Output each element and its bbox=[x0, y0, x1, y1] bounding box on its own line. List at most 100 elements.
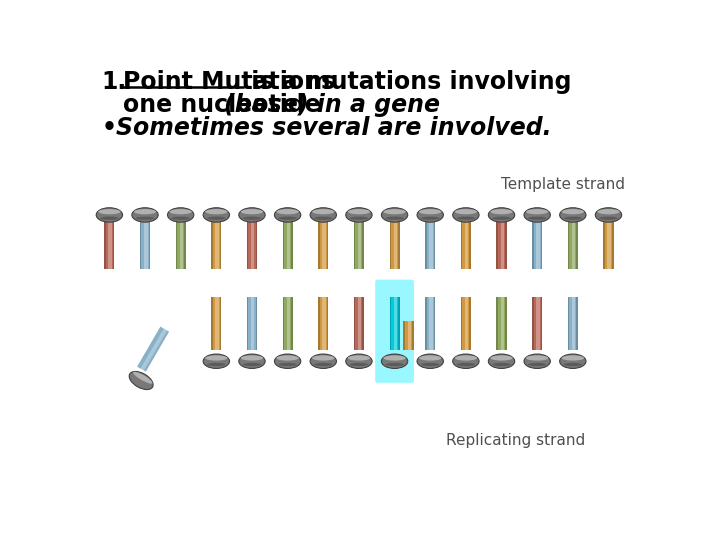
Bar bbox=[426, 217, 427, 269]
Bar bbox=[532, 217, 542, 269]
Bar bbox=[536, 217, 540, 269]
Ellipse shape bbox=[314, 217, 333, 220]
Bar bbox=[354, 298, 356, 350]
Ellipse shape bbox=[454, 355, 477, 361]
Text: Sometimes several are involved.: Sometimes several are involved. bbox=[116, 117, 552, 140]
Bar bbox=[220, 298, 221, 350]
Bar bbox=[469, 298, 471, 350]
Bar bbox=[140, 217, 150, 269]
Bar bbox=[318, 298, 328, 350]
Bar bbox=[327, 298, 328, 350]
Ellipse shape bbox=[382, 354, 408, 368]
Bar bbox=[215, 298, 219, 350]
Ellipse shape bbox=[203, 354, 230, 368]
Text: Replicating strand: Replicating strand bbox=[446, 433, 586, 448]
Bar bbox=[408, 321, 411, 350]
Ellipse shape bbox=[385, 217, 404, 220]
Bar bbox=[109, 217, 112, 269]
Ellipse shape bbox=[240, 355, 264, 361]
Ellipse shape bbox=[207, 363, 225, 366]
Bar bbox=[603, 217, 605, 269]
Bar bbox=[247, 298, 257, 350]
Bar bbox=[354, 217, 364, 269]
Ellipse shape bbox=[564, 363, 582, 366]
Ellipse shape bbox=[456, 217, 475, 220]
Ellipse shape bbox=[348, 355, 370, 361]
Bar bbox=[568, 298, 578, 350]
Ellipse shape bbox=[171, 217, 190, 220]
Bar bbox=[140, 328, 167, 370]
Bar bbox=[541, 298, 542, 350]
Ellipse shape bbox=[564, 217, 582, 220]
Ellipse shape bbox=[239, 208, 265, 222]
Bar bbox=[390, 298, 400, 350]
Ellipse shape bbox=[314, 363, 333, 366]
Ellipse shape bbox=[492, 217, 510, 220]
Bar bbox=[497, 298, 498, 350]
Ellipse shape bbox=[453, 354, 479, 368]
Bar bbox=[469, 217, 471, 269]
Bar bbox=[429, 217, 433, 269]
Ellipse shape bbox=[562, 355, 584, 361]
Bar bbox=[104, 217, 106, 269]
Bar bbox=[433, 298, 436, 350]
Bar bbox=[429, 298, 433, 350]
Ellipse shape bbox=[348, 209, 370, 214]
Ellipse shape bbox=[382, 208, 408, 222]
Ellipse shape bbox=[274, 208, 301, 222]
Bar bbox=[323, 298, 325, 350]
Ellipse shape bbox=[133, 372, 153, 384]
Ellipse shape bbox=[240, 209, 264, 214]
Bar bbox=[394, 298, 397, 350]
Ellipse shape bbox=[310, 208, 336, 222]
Bar bbox=[140, 217, 142, 269]
Bar bbox=[608, 217, 611, 269]
Bar bbox=[148, 217, 150, 269]
Ellipse shape bbox=[169, 209, 192, 214]
Bar bbox=[403, 321, 413, 350]
Ellipse shape bbox=[205, 209, 228, 214]
Bar bbox=[327, 217, 328, 269]
Bar bbox=[362, 217, 364, 269]
Bar bbox=[184, 217, 186, 269]
Bar bbox=[251, 217, 254, 269]
Ellipse shape bbox=[310, 354, 336, 368]
Ellipse shape bbox=[595, 208, 621, 222]
Ellipse shape bbox=[350, 217, 368, 220]
Bar bbox=[426, 298, 427, 350]
Ellipse shape bbox=[562, 209, 584, 214]
Bar bbox=[144, 217, 148, 269]
Bar bbox=[603, 217, 613, 269]
Ellipse shape bbox=[203, 208, 230, 222]
Bar bbox=[354, 217, 356, 269]
Bar bbox=[282, 217, 284, 269]
Bar bbox=[465, 217, 469, 269]
Bar bbox=[465, 298, 469, 350]
Bar bbox=[104, 217, 114, 269]
Ellipse shape bbox=[239, 354, 265, 368]
Ellipse shape bbox=[346, 208, 372, 222]
Bar bbox=[390, 217, 400, 269]
Bar bbox=[287, 217, 290, 269]
Ellipse shape bbox=[490, 209, 513, 214]
Bar bbox=[247, 217, 257, 269]
Text: Template strand: Template strand bbox=[500, 177, 625, 192]
Ellipse shape bbox=[132, 208, 158, 222]
Bar bbox=[251, 298, 254, 350]
Bar bbox=[500, 217, 504, 269]
Bar bbox=[211, 217, 213, 269]
Ellipse shape bbox=[385, 363, 404, 366]
Bar bbox=[576, 217, 578, 269]
Ellipse shape bbox=[528, 363, 546, 366]
Bar bbox=[532, 217, 534, 269]
Bar bbox=[532, 298, 542, 350]
Ellipse shape bbox=[276, 355, 299, 361]
Ellipse shape bbox=[383, 355, 406, 361]
Bar bbox=[318, 298, 320, 350]
Bar bbox=[113, 217, 114, 269]
Ellipse shape bbox=[134, 209, 156, 214]
FancyBboxPatch shape bbox=[375, 280, 414, 383]
Ellipse shape bbox=[417, 208, 444, 222]
Ellipse shape bbox=[96, 208, 122, 222]
Ellipse shape bbox=[421, 217, 439, 220]
